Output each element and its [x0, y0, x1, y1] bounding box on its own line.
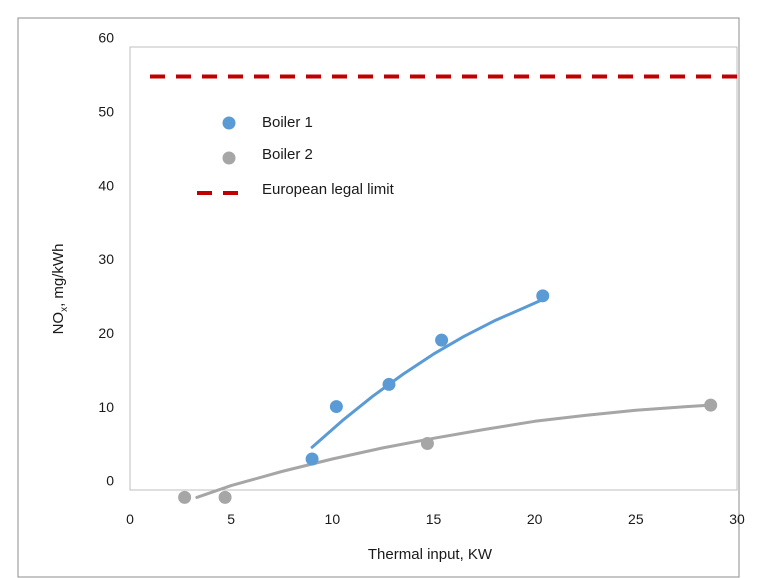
x-tick-label: 15: [426, 511, 442, 527]
legend-marker-boiler-2: [222, 151, 236, 165]
x-tick-label: 20: [527, 511, 543, 527]
legend-label-boiler-1: Boiler 1: [262, 114, 313, 131]
data-point-boiler-1: [382, 377, 396, 391]
plot-area: [129, 46, 738, 491]
y-axis-ticks: 0 10 20 30 40 50 60: [98, 30, 114, 489]
chart-frame: [17, 17, 740, 578]
legend: Boiler 1 Boiler 2 European legal limit: [197, 114, 395, 198]
data-points: [178, 289, 718, 504]
y-tick-label: 60: [98, 30, 114, 46]
trendline-boiler-1: [310, 298, 545, 449]
y-tick-label: 0: [106, 473, 114, 489]
legend-marker-boiler-1: [222, 116, 236, 130]
y-axis-label-main: NO: [50, 312, 67, 335]
y-axis-label-subscript: x: [59, 307, 70, 312]
data-point-boiler-2: [420, 436, 434, 450]
y-axis-label-rest: , mg/kWh: [50, 244, 67, 307]
data-point-boiler-2: [178, 490, 192, 504]
x-tick-label: 10: [325, 511, 341, 527]
data-point-boiler-1: [536, 289, 550, 303]
y-axis-label: NOx, mg/kWh: [50, 244, 70, 335]
x-tick-label: 5: [227, 511, 235, 527]
x-tick-label: 30: [729, 511, 745, 527]
data-point-boiler-2: [704, 398, 718, 412]
legend-label-boiler-2: Boiler 2: [262, 146, 313, 163]
y-tick-label: 20: [98, 325, 114, 341]
data-point-boiler-2: [218, 490, 232, 504]
legend-label-limit: European legal limit: [262, 181, 395, 198]
data-point-boiler-1: [329, 400, 343, 414]
y-tick-label: 40: [98, 177, 114, 193]
x-tick-label: 0: [126, 511, 134, 527]
x-axis-ticks: 0 5 10 15 20 25 30: [126, 511, 745, 527]
x-axis-label: Thermal input, KW: [368, 546, 493, 563]
y-tick-label: 30: [98, 251, 114, 267]
data-point-boiler-1: [305, 452, 319, 466]
y-tick-label: 50: [98, 104, 114, 120]
x-tick-label: 25: [628, 511, 644, 527]
trend-lines: [195, 298, 713, 499]
trendline-boiler-2: [195, 403, 713, 499]
data-point-boiler-1: [435, 333, 449, 347]
y-tick-label: 10: [98, 399, 114, 415]
